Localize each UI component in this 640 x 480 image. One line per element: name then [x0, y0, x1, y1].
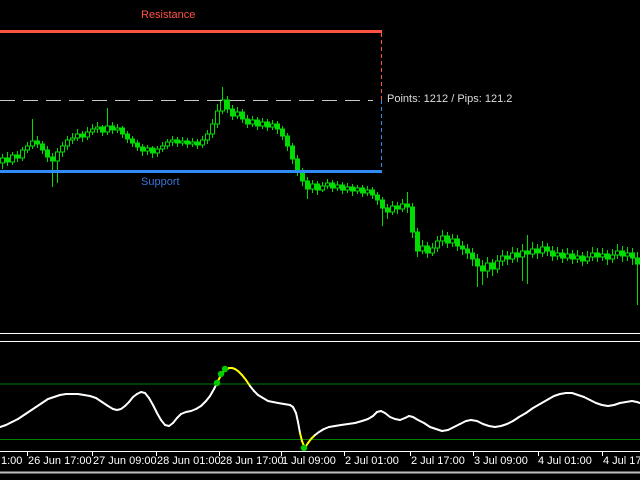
time-axis-label: 4 Jul 01:00 — [538, 455, 592, 467]
time-axis-label: 1:00 — [1, 455, 23, 467]
resistance-line-label: Resistance — [141, 9, 196, 21]
time-axis-label: 2 Jul 01:00 — [345, 455, 399, 467]
points-pips-measure-label: Points: 1212 / Pips: 121.2 — [387, 93, 513, 105]
oscillator-layer[interactable] — [0, 365, 640, 452]
signal-dot — [213, 379, 221, 387]
time-axis-label: 2 Jul 17:00 — [411, 455, 465, 467]
support-line-label: Support — [141, 176, 180, 188]
time-axis-label: 28 Jun 17:00 — [220, 455, 284, 467]
time-axis-label: 28 Jun 01:00 — [157, 455, 221, 467]
time-axis[interactable]: 1:00 26 Jun 17:00 27 Jun 09:00 28 Jun 01:00… — [0, 453, 640, 471]
candles-layer[interactable] — [0, 87, 640, 305]
time-axis-label: 3 Jul 09:00 — [474, 455, 528, 467]
time-axis-ticks — [27, 451, 603, 456]
signal-dot — [221, 365, 229, 373]
time-axis-label: 1 Jul 09:00 — [282, 455, 336, 467]
time-axis-label: 26 Jun 17:00 — [28, 455, 92, 467]
time-axis-label: 27 Jun 09:00 — [93, 455, 157, 467]
time-axis-label: 4 Jul 17:00 — [603, 455, 640, 467]
trendlines-layer[interactable] — [0, 30, 382, 173]
signal-dot — [217, 370, 225, 378]
signal-dot — [300, 444, 308, 452]
